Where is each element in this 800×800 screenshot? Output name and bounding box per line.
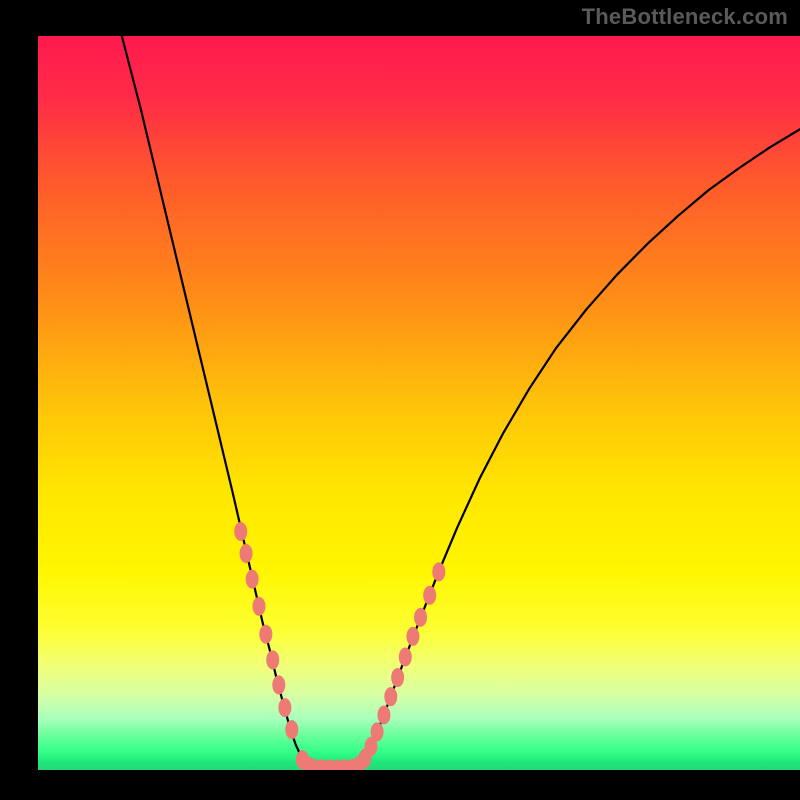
data-marker [423,586,436,605]
data-marker [371,722,384,741]
data-marker [240,544,253,563]
data-marker [432,562,445,581]
data-marker [391,668,404,687]
data-marker [266,650,279,669]
plot-area [38,36,800,770]
data-marker [234,522,247,541]
data-marker [406,627,419,646]
chart-frame: TheBottleneck.com [0,0,800,800]
bottleneck-curve-chart [38,36,800,770]
data-markers [234,522,445,770]
left-curve [122,36,314,769]
data-marker [278,698,291,717]
right-curve [354,129,800,768]
data-marker [399,647,412,666]
data-marker [285,720,298,739]
data-marker [384,687,397,706]
data-marker [377,705,390,724]
data-marker [272,675,285,694]
data-marker [252,597,265,616]
data-marker [414,608,427,627]
data-marker [259,625,272,644]
data-marker [246,570,259,589]
watermark-text: TheBottleneck.com [582,4,788,30]
